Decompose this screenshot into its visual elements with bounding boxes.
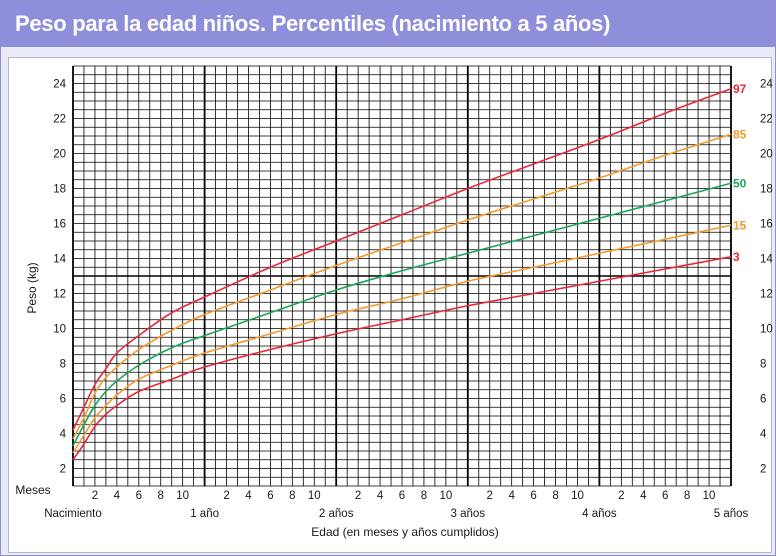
y-tick-label-left: 4 xyxy=(60,429,67,441)
month-tick-label: 8 xyxy=(289,490,295,502)
month-tick-label: 10 xyxy=(308,490,321,502)
month-tick-label: 8 xyxy=(552,490,558,502)
y-tick-label-right: 2 xyxy=(760,464,766,476)
page-title: Peso para la edad niños. Percentiles (na… xyxy=(15,11,611,36)
y-tick-label-right: 14 xyxy=(760,254,773,266)
month-tick-label: 8 xyxy=(684,490,690,502)
y-tick-label-left: 16 xyxy=(53,219,66,231)
y-tick-label-left: 14 xyxy=(53,254,66,266)
y-tick-label-right: 12 xyxy=(760,289,773,301)
y-tick-label-left: 12 xyxy=(53,289,66,301)
year-tick-label: 5 años xyxy=(714,508,749,520)
series-lines: 3 15 50 85 97 xyxy=(72,82,747,461)
year-tick-label: 1 año xyxy=(190,508,219,520)
month-tick-label: 10 xyxy=(571,490,584,502)
series-label-p15: 15 xyxy=(733,218,747,232)
x-axis-label: Edad (en meses y años cumplidos) xyxy=(311,525,498,539)
month-tick-label: 6 xyxy=(136,490,142,502)
y-tick-label-right: 18 xyxy=(760,184,773,196)
series-line-p85 xyxy=(72,133,732,440)
month-tick-label: 10 xyxy=(176,490,189,502)
y-tick-label-left: 24 xyxy=(53,79,66,91)
y-tick-label-left: 2 xyxy=(60,464,66,476)
month-tick-label: 2 xyxy=(223,490,229,502)
month-tick-label: 6 xyxy=(662,490,668,502)
month-tick-label: 2 xyxy=(92,490,98,502)
month-tick-label: 4 xyxy=(245,490,252,502)
y-tick-label-left: 6 xyxy=(60,394,66,406)
month-tick-label: 6 xyxy=(267,490,273,502)
y-tick-label-right: 10 xyxy=(760,324,773,336)
month-tick-label: 4 xyxy=(640,490,647,502)
month-tick-label: 4 xyxy=(508,490,515,502)
series-line-p15 xyxy=(72,224,732,454)
series-label-p3: 3 xyxy=(733,250,740,264)
y-tick-label-right: 8 xyxy=(760,359,766,371)
grid xyxy=(72,65,732,487)
y-tick-label-right: 4 xyxy=(760,429,767,441)
month-tick-label: 4 xyxy=(377,490,384,502)
series-line-p97 xyxy=(72,88,732,431)
month-tick-label: 6 xyxy=(530,490,536,502)
month-tick-label: 2 xyxy=(487,490,493,502)
year-tick-label: 4 años xyxy=(582,508,617,520)
y-tick-label-left: 10 xyxy=(53,324,66,336)
y-tick-label-left: 18 xyxy=(53,184,66,196)
y-axis-label: Peso (kg) xyxy=(25,262,39,313)
y-tick-label-right: 20 xyxy=(760,149,773,161)
series-line-p3 xyxy=(72,255,732,461)
month-tick-label: 8 xyxy=(158,490,164,502)
series-label-p85: 85 xyxy=(733,127,747,141)
series-line-p50 xyxy=(72,182,732,447)
year-tick-label: 3 años xyxy=(451,508,486,520)
year-tick-label: 2 años xyxy=(319,508,354,520)
chart-panel xyxy=(8,57,772,553)
month-tick-label: 8 xyxy=(421,490,427,502)
month-tick-label: 6 xyxy=(399,490,405,502)
month-tick-label: 4 xyxy=(114,490,121,502)
series-label-p97: 97 xyxy=(733,82,747,96)
year-tick-label: Nacimiento xyxy=(44,508,102,520)
y-tick-label-right: 24 xyxy=(760,79,773,91)
series-label-p50: 50 xyxy=(733,176,747,190)
y-tick-label-right: 6 xyxy=(760,394,766,406)
month-tick-label: 2 xyxy=(355,490,361,502)
month-tick-label: 2 xyxy=(618,490,624,502)
months-label: Meses xyxy=(15,483,50,497)
month-tick-label: 10 xyxy=(439,490,452,502)
month-tick-label: 10 xyxy=(703,490,716,502)
header-bar: Peso para la edad niños. Percentiles (na… xyxy=(1,1,775,47)
y-tick-label-right: 16 xyxy=(760,219,773,231)
y-tick-label-left: 22 xyxy=(53,114,66,126)
y-tick-label-right: 22 xyxy=(760,114,773,126)
y-tick-label-left: 20 xyxy=(53,149,66,161)
y-tick-label-left: 8 xyxy=(60,359,66,371)
